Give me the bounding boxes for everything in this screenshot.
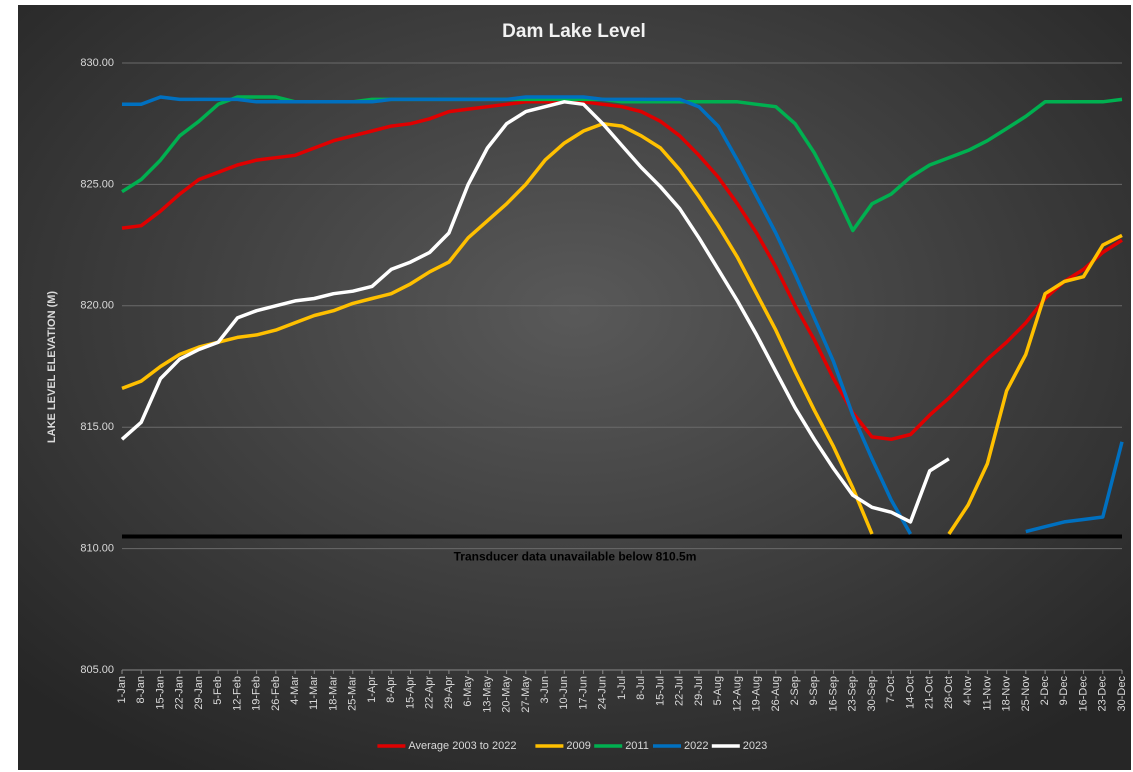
annotation: Transducer data unavailable below 810.5m <box>454 550 697 564</box>
chart-background <box>18 5 1131 770</box>
legend-label: 2023 <box>743 740 767 752</box>
x-tick-label: 13-May <box>481 676 493 713</box>
x-tick-label: 26-Feb <box>270 676 282 711</box>
x-tick-label: 30-Sep <box>866 676 878 711</box>
y-tick-label: 830.00 <box>80 57 114 69</box>
x-tick-label: 5-Aug <box>712 676 724 705</box>
x-tick-label: 12-Aug <box>731 676 743 711</box>
x-tick-label: 10-Jun <box>558 676 570 710</box>
x-tick-label: 21-Oct <box>924 676 936 709</box>
x-tick-label: 18-Mar <box>327 676 339 711</box>
x-tick-label: 8-Apr <box>385 676 397 703</box>
x-tick-label: 23-Sep <box>847 676 859 711</box>
legend-label: 2009 <box>566 740 590 752</box>
x-tick-label: 15-Jan <box>154 676 166 710</box>
x-tick-label: 25-Nov <box>1020 676 1032 712</box>
legend-label: Average 2003 to 2022 <box>408 740 516 752</box>
x-tick-label: 19-Feb <box>251 676 263 711</box>
x-tick-label: 26-Aug <box>770 676 782 711</box>
x-tick-label: 22-Jul <box>674 676 686 706</box>
series-line <box>121 121 1123 535</box>
legend-label: 2011 <box>625 740 649 752</box>
x-tick-label: 16-Sep <box>827 676 839 711</box>
x-tick-label: 15-Jul <box>654 676 666 706</box>
y-tick-label: 815.00 <box>80 421 114 433</box>
y-tick-label: 810.00 <box>80 543 114 555</box>
x-tick-label: 18-Nov <box>1001 676 1013 712</box>
x-tick-label: 24-Jun <box>597 676 609 710</box>
x-tick-label: 14-Oct <box>904 676 916 709</box>
x-tick-label: 25-Mar <box>347 676 359 711</box>
x-tick-label: 29-Jan <box>193 676 205 710</box>
x-tick-label: 9-Dec <box>1058 676 1070 706</box>
x-tick-label: 9-Sep <box>808 676 820 705</box>
series-line <box>120 100 950 524</box>
x-tick-label: 1-Apr <box>366 676 378 703</box>
x-tick-label: 2-Sep <box>789 676 801 705</box>
x-tick-label: 4-Mar <box>289 676 301 705</box>
x-tick-label: 8-Jan <box>135 676 147 704</box>
x-tick-label: 5-Feb <box>212 676 224 705</box>
legend-label: 2022 <box>684 740 708 752</box>
series-line <box>121 100 1123 442</box>
x-tick-label: 4-Nov <box>962 676 974 706</box>
y-tick-label: 825.00 <box>80 178 114 190</box>
x-tick-label: 12-Feb <box>231 676 243 711</box>
x-tick-label: 3-Jun <box>539 676 551 704</box>
x-tick-label: 28-Oct <box>943 676 955 709</box>
x-tick-label: 27-May <box>520 676 532 713</box>
x-tick-label: 23-Dec <box>1097 676 1109 712</box>
x-tick-label: 29-Jul <box>693 676 705 706</box>
x-tick-label: 29-Apr <box>443 676 455 709</box>
y-tick-label: 820.00 <box>80 300 114 312</box>
y-tick-label: 805.00 <box>80 664 114 676</box>
x-tick-label: 17-Jun <box>577 676 589 710</box>
x-tick-label: 22-Jan <box>174 676 186 710</box>
x-tick-label: 15-Apr <box>404 676 416 709</box>
x-tick-label: 6-May <box>462 676 474 707</box>
x-tick-label: 7-Oct <box>885 676 897 703</box>
x-tick-label: 19-Aug <box>751 676 763 711</box>
x-tick-label: 11-Nov <box>981 676 993 711</box>
x-tick-label: 30-Dec <box>1116 676 1128 712</box>
x-tick-label: 1-Jul <box>616 676 628 700</box>
x-tick-label: 1-Jan <box>116 676 128 704</box>
chart-title: Dam Lake Level <box>502 21 646 42</box>
x-tick-label: 2-Dec <box>1039 676 1051 706</box>
x-tick-label: 11-Mar <box>308 676 320 710</box>
x-tick-label: 16-Dec <box>1077 676 1089 712</box>
x-tick-label: 20-May <box>501 676 513 713</box>
x-tick-label: 8-Jul <box>635 676 647 700</box>
x-tick-label: 22-Apr <box>424 676 436 709</box>
y-axis-label: LAKE LEVEL ELEVATION (M) <box>46 291 58 444</box>
series-line <box>122 95 1124 535</box>
